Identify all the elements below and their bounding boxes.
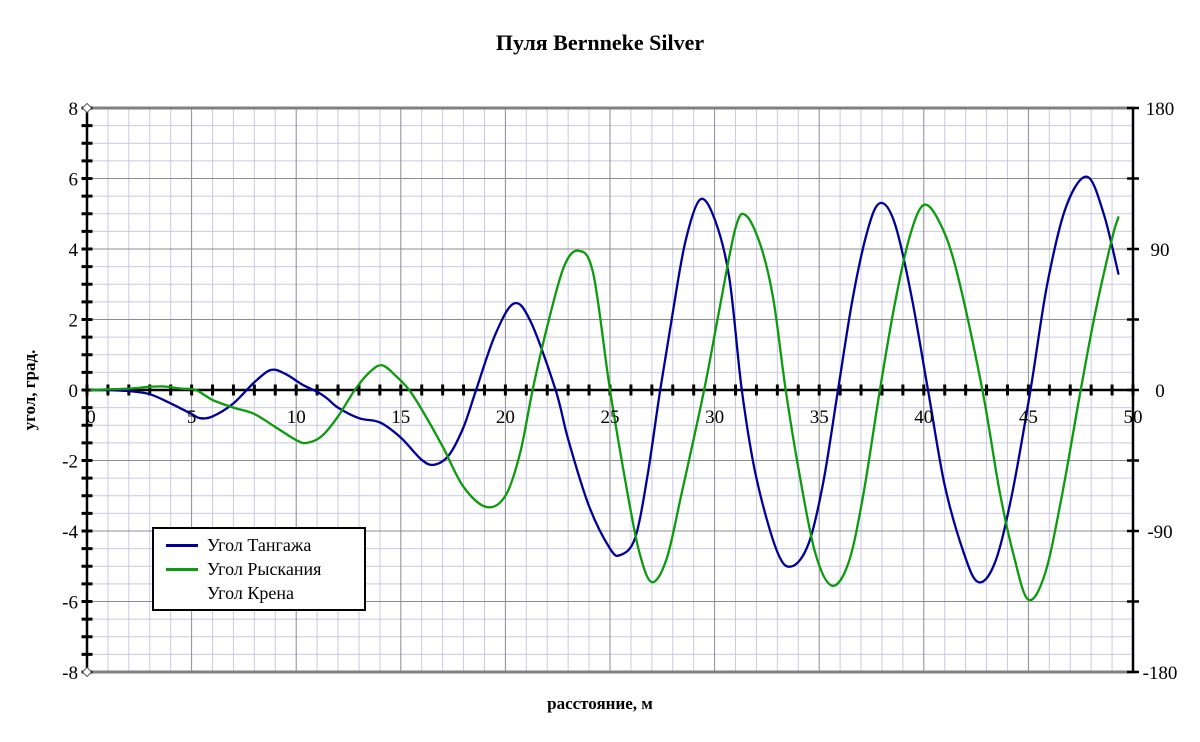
- legend-item-label: Угол Крена: [207, 582, 294, 603]
- y-left-tick-label: 4: [69, 240, 79, 261]
- legend: Угол Тангажа Угол Рыскания Угол Крена: [152, 527, 366, 611]
- y-right-tick-label: -90: [1147, 522, 1172, 543]
- x-tick-label: 25: [601, 407, 620, 428]
- yaw-line-swatch: [166, 567, 198, 571]
- x-tick-label: 20: [496, 407, 515, 428]
- curve-pitch: [90, 175, 1120, 584]
- y-left-tick-label: 2: [69, 311, 79, 332]
- y-left-tick-label: -2: [62, 452, 78, 473]
- axis-end-marker: [81, 666, 93, 678]
- x-tick-label: 40: [914, 407, 933, 428]
- legend-item-roll: Угол Крена: [166, 581, 364, 605]
- x-tick-label: 5: [187, 407, 197, 428]
- y-right-tick-label: 0: [1155, 381, 1165, 402]
- y-left-tick-label: -8: [62, 663, 78, 684]
- y-left-tick-label: 0: [69, 381, 79, 402]
- chart-title: Пуля Bernneke Silver: [495, 30, 705, 55]
- y-right-tick-label: 180: [1146, 99, 1175, 120]
- y-left-tick-label: -4: [62, 522, 78, 543]
- y-left-tick-label: -6: [62, 593, 78, 614]
- x-tick-label: 35: [810, 407, 829, 428]
- axis-end-marker: [81, 102, 93, 114]
- legend-item-pitch: Угол Тангажа: [166, 533, 364, 557]
- y-axis-title: угол, град.: [20, 349, 39, 431]
- x-tick-label: 0: [86, 407, 96, 428]
- x-axis-title: расстояние, м: [547, 694, 653, 713]
- y-left-tick-label: 6: [69, 170, 79, 191]
- legend-item-label: Угол Рыскания: [207, 558, 322, 579]
- x-tick-label: 50: [1124, 407, 1143, 428]
- y-right-tick-label: -180: [1143, 663, 1178, 684]
- legend-item-label: Угол Тангажа: [207, 534, 312, 555]
- curve-yaw: [90, 203, 1120, 602]
- x-tick-label: 10: [287, 407, 306, 428]
- roll-line-swatch: [166, 592, 198, 595]
- legend-item-yaw: Угол Рыскания: [166, 557, 364, 581]
- y-right-tick-label: 90: [1151, 240, 1170, 261]
- pitch-line-swatch: [166, 543, 198, 547]
- x-tick-label: 30: [705, 407, 724, 428]
- y-left-tick-label: 8: [69, 99, 79, 120]
- x-tick-label: 45: [1019, 407, 1038, 428]
- x-tick-label: 15: [391, 407, 410, 428]
